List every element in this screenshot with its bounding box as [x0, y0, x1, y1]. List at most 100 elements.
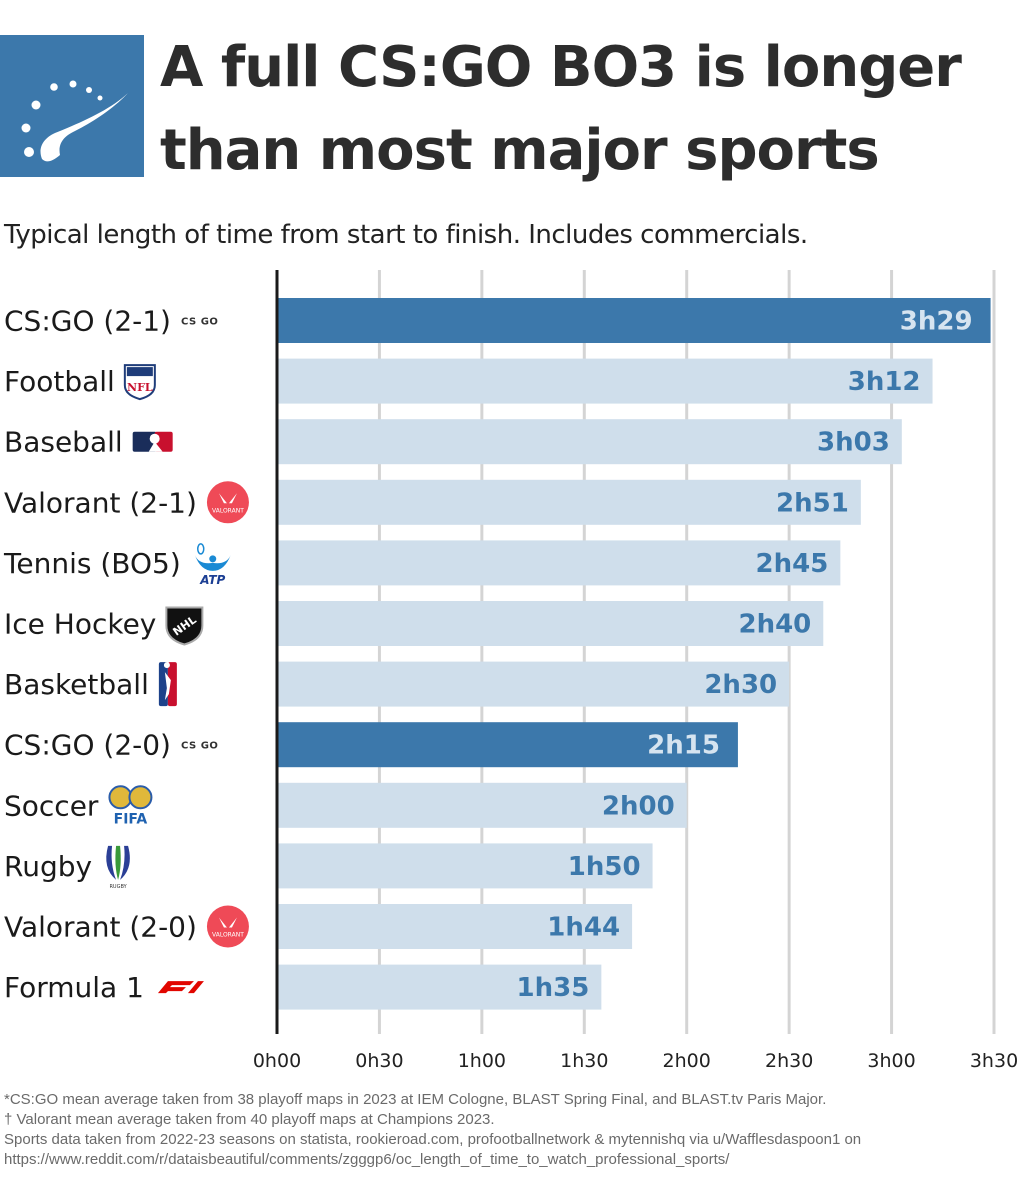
footnote-url: https://www.reddit.com/r/dataisbeautiful… — [4, 1151, 730, 1168]
nhl-logo-icon: NHL — [165, 606, 204, 646]
mlb-logo-icon — [132, 431, 173, 452]
f1-shape — [157, 981, 194, 994]
nfl-logo-icon: NFL — [123, 364, 156, 401]
bar — [277, 661, 790, 707]
category-label: Formula 1 — [4, 971, 144, 1004]
bar — [277, 722, 738, 768]
nba-logo-icon — [158, 662, 177, 707]
bar-chart: 3h29 3h12 3h03 2h51 2h45 2h40 2h30 2h15 2h00 1h50… — [3, 270, 1018, 1072]
fifa-text: FIFA — [114, 811, 148, 827]
valorant-v — [218, 493, 237, 504]
title-line-2: than most major sports — [160, 118, 880, 183]
value-label: 3h03 — [817, 428, 890, 458]
rugby-text: RUGBY — [109, 884, 127, 890]
x-tick-label: 0h00 — [253, 1050, 301, 1072]
speedometer-comet-icon — [21, 80, 128, 162]
category-label: Baseball — [4, 426, 123, 459]
rugby-right — [120, 845, 130, 880]
value-label: 2h45 — [756, 549, 829, 579]
title-line-1: A full CS:GO BO3 is longer — [160, 35, 962, 100]
atp-head — [209, 555, 217, 563]
rugby-left — [106, 845, 117, 880]
x-tick-label: 3h30 — [970, 1050, 1018, 1072]
category-label: Valorant (2-1) — [4, 486, 197, 519]
footnote-sources: Sports data taken from 2022-23 seasons o… — [4, 1131, 862, 1148]
bar — [277, 479, 861, 525]
valorant-logo-icon: VALORANT — [206, 905, 249, 948]
fifa-logo-icon: FIFA — [108, 785, 153, 827]
valorant-v — [218, 917, 237, 928]
valorant-text: VALORANT — [212, 932, 244, 939]
bar — [277, 964, 602, 1010]
chart-subtitle: Typical length of time from start to fin… — [4, 220, 808, 250]
atp-text: ATP — [199, 573, 225, 587]
bar — [277, 843, 653, 889]
footnote-valorant: † Valorant mean average taken from 40 pl… — [4, 1111, 495, 1128]
x-tick-label: 2h30 — [765, 1050, 813, 1072]
footnote-csgo: *CS:GO mean average taken from 38 playof… — [4, 1091, 827, 1108]
bar — [277, 419, 902, 465]
value-label: 2h40 — [738, 610, 811, 640]
valorant-logo-icon: VALORANT — [206, 481, 249, 524]
value-label: 2h15 — [647, 731, 720, 761]
category-label: CS:GO (2-1) — [4, 305, 171, 338]
nba-silhouette — [163, 662, 171, 701]
valorant-circle — [206, 905, 249, 948]
atp-player — [194, 554, 231, 571]
category-labels: CS:GO (2-1) Football Baseball Valorant (2-1… — [3, 305, 197, 1005]
value-label: 1h50 — [568, 852, 641, 882]
x-tick-label: 1h30 — [560, 1050, 608, 1072]
value-label: 3h29 — [900, 307, 973, 337]
csgo-logo-icon: CS GO — [181, 317, 218, 328]
value-label: 2h00 — [602, 791, 675, 821]
atp-racket — [197, 543, 205, 555]
x-tick-label: 0h30 — [355, 1050, 403, 1072]
x-tick-label: 2h00 — [663, 1050, 711, 1072]
speedometer-logo — [0, 35, 144, 177]
valorant-circle — [206, 481, 249, 524]
nfl-band — [126, 367, 153, 377]
valorant-text: VALORANT — [212, 507, 244, 514]
nhl-shield — [165, 606, 204, 646]
category-icons: CS GO NFL VALORANT ATP NHL CS GO FIFA RUGBY VALO… — [106, 317, 249, 994]
category-label: Ice Hockey — [4, 608, 156, 641]
category-label: Soccer — [4, 789, 99, 822]
bars: 3h29 3h12 3h03 2h51 2h45 2h40 2h30 2h15 2h00 1h50… — [277, 298, 991, 1010]
f1-logo-icon — [157, 981, 204, 994]
chart-title: A full CS:GO BO3 is longer than most maj… — [160, 26, 1020, 192]
csgo-logo-icon: CS GO — [181, 741, 218, 752]
fifa-globe-left — [108, 785, 133, 810]
x-axis-ticks: 0h00 0h30 1h00 1h30 2h00 2h30 3h00 3h30 — [253, 1050, 1018, 1072]
atp-logo-icon: ATP — [194, 543, 231, 587]
nba-blue — [158, 662, 168, 707]
value-label: 2h51 — [776, 488, 849, 518]
nfl-text: NFL — [127, 381, 153, 394]
bar — [277, 782, 687, 828]
value-label: 1h35 — [517, 973, 590, 1003]
value-label: 2h30 — [704, 670, 777, 700]
rugby-mid — [115, 845, 121, 880]
mlb-body — [148, 441, 163, 452]
bar — [277, 904, 633, 949]
category-label: CS:GO (2-0) — [4, 729, 171, 762]
bar — [277, 298, 991, 343]
csgo-logo-text: CS GO — [181, 741, 218, 752]
category-label: Valorant (2-0) — [4, 911, 197, 944]
bar — [277, 358, 933, 404]
value-label: 1h44 — [547, 913, 620, 943]
category-label: Tennis (BO5) — [3, 547, 181, 580]
csgo-logo-text: CS GO — [181, 317, 218, 328]
world-rugby-logo-icon: RUGBY — [106, 845, 130, 890]
category-label: Basketball — [4, 668, 149, 701]
bar — [277, 601, 824, 646]
fifa-globe-right — [128, 785, 153, 810]
f1-one — [187, 981, 204, 994]
mlb-head — [149, 433, 160, 444]
bar — [277, 540, 841, 586]
x-tick-label: 1h00 — [458, 1050, 506, 1072]
category-label: Rugby — [4, 850, 92, 883]
x-tick-label: 3h00 — [867, 1050, 915, 1072]
category-label: Football — [4, 365, 115, 398]
footnotes: *CS:GO mean average taken from 38 playof… — [4, 1090, 1020, 1170]
nba-red — [167, 662, 177, 707]
